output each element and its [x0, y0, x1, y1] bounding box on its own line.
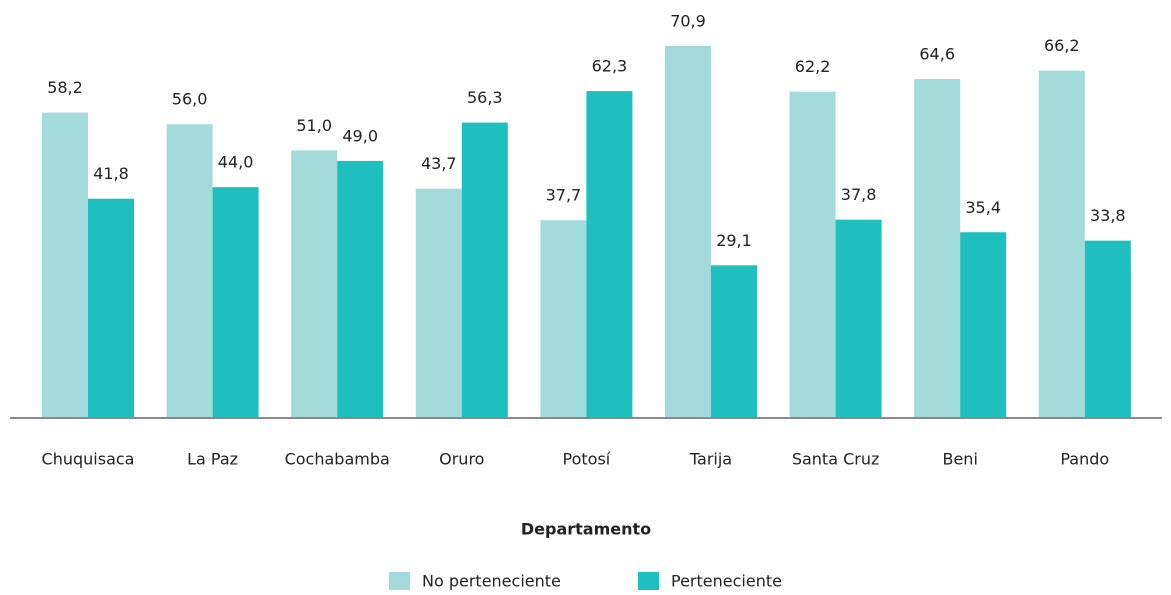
bar [166, 124, 213, 418]
x-tick-label: Chuquisaca [42, 450, 135, 469]
value-label: 37,8 [841, 185, 877, 204]
bar [415, 188, 462, 418]
value-label: 66,2 [1044, 36, 1080, 55]
x-tick-label: La Paz [187, 450, 238, 469]
legend-label: No perteneciente [422, 572, 561, 591]
bar [212, 187, 259, 418]
bar [960, 232, 1007, 418]
bar [540, 220, 587, 418]
value-label: 29,1 [716, 231, 752, 250]
x-tick-label: Oruro [439, 450, 484, 469]
bar [711, 265, 757, 418]
bar [789, 91, 836, 418]
bar [665, 45, 711, 418]
value-label: 56,3 [467, 88, 503, 107]
value-label: 44,0 [218, 153, 254, 172]
x-axis-title: Departamento [521, 520, 651, 539]
value-label: 37,7 [546, 186, 582, 205]
value-label: 56,0 [172, 90, 208, 109]
bar [291, 150, 338, 418]
value-label: 51,0 [296, 116, 332, 135]
x-tick-label: Beni [942, 450, 977, 469]
x-tick-label: Santa Cruz [792, 450, 880, 469]
value-label: 49,0 [342, 126, 378, 145]
bar [914, 79, 961, 419]
bar [461, 122, 508, 418]
value-label: 64,6 [919, 45, 955, 64]
x-tick-label: Pando [1060, 450, 1109, 469]
value-label: 35,4 [965, 198, 1001, 217]
value-label: 43,7 [421, 154, 457, 173]
legend-swatch [389, 572, 410, 590]
value-label: 41,8 [93, 164, 129, 183]
value-label: 62,2 [795, 57, 831, 76]
x-tick-label: Potosí [563, 450, 611, 469]
bar [88, 198, 134, 418]
bar [337, 160, 384, 418]
value-label: 58,2 [47, 78, 83, 97]
x-tick-label: Tarija [689, 450, 732, 469]
legend-label: Perteneciente [671, 572, 782, 591]
bar [42, 112, 88, 418]
bar [1038, 70, 1085, 419]
x-tick-label: Cochabamba [285, 450, 390, 469]
bar [1084, 240, 1131, 418]
value-label: 62,3 [592, 57, 628, 76]
bar [586, 91, 633, 418]
legend-swatch [638, 572, 659, 590]
value-label: 33,8 [1090, 206, 1126, 225]
value-label: 70,9 [670, 11, 706, 30]
bar [835, 219, 882, 418]
